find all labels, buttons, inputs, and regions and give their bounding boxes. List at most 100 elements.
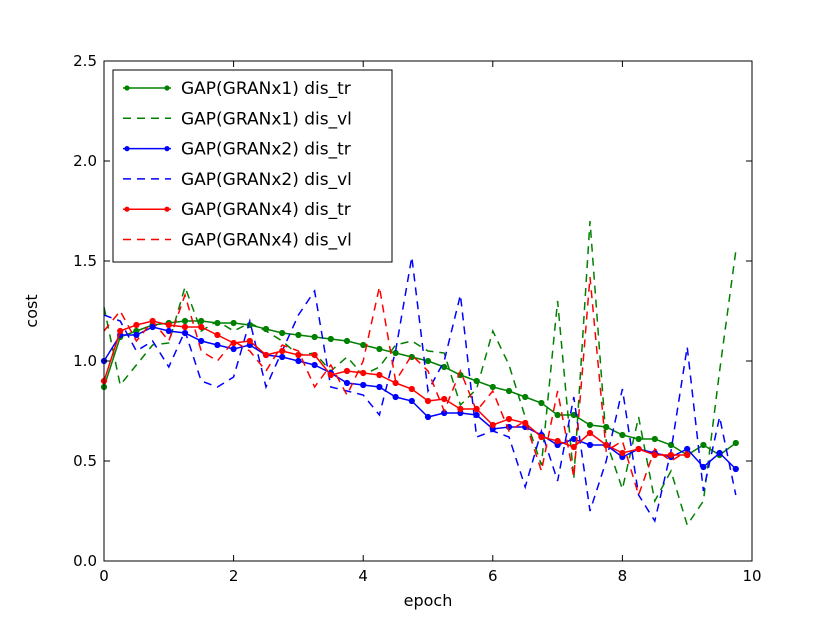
series-3-point xyxy=(149,323,156,331)
legend-marker xyxy=(164,206,170,212)
series-5-point xyxy=(635,445,642,453)
x-tick-label: 6 xyxy=(488,567,498,585)
series-layer xyxy=(100,220,739,527)
series-3-point xyxy=(165,327,172,335)
legend-marker xyxy=(124,146,130,152)
legend: GAP(GRANx1) dis_tr GAP(GRANx1) dis_vl GAP(… xyxy=(112,69,393,263)
legend-label-4: GAP(GRANx2) dis_vl xyxy=(181,170,352,190)
series-5-point xyxy=(667,451,675,459)
series-3-point xyxy=(376,383,383,391)
series-5-point xyxy=(117,327,124,335)
x-tick-label: 8 xyxy=(618,567,628,585)
series-1-point xyxy=(295,331,302,339)
series-1-point xyxy=(603,423,610,431)
series-1-point xyxy=(651,435,658,443)
series-3-point xyxy=(198,337,205,345)
series-line-6 xyxy=(103,276,688,498)
series-3-point xyxy=(392,393,399,401)
legend-marker xyxy=(124,85,130,91)
plot-frame xyxy=(103,60,753,562)
series-1-point xyxy=(181,317,189,325)
series-1-point xyxy=(700,441,707,449)
y-tick-label: 2.0 xyxy=(73,152,97,170)
series-1-point xyxy=(311,333,318,341)
series-5-point xyxy=(214,331,221,339)
y-tick-label: 2.5 xyxy=(73,52,97,70)
series-1-point xyxy=(392,349,399,357)
series-5-point xyxy=(684,451,691,459)
series-5-point xyxy=(489,421,496,429)
series-3-point xyxy=(732,465,739,473)
series-5-point xyxy=(505,415,513,423)
series-5-point xyxy=(424,397,432,405)
legend-label-2: GAP(GRANx1) dis_vl xyxy=(181,109,352,129)
series-5-point xyxy=(327,371,334,379)
series-5-point xyxy=(570,443,577,451)
series-1-point xyxy=(279,329,286,337)
series-5-point xyxy=(408,385,415,393)
series-1-point xyxy=(554,411,561,419)
series-3-point xyxy=(230,345,237,353)
series-1-point xyxy=(538,399,545,407)
legend-label-6: GAP(GRANx4) dis_vl xyxy=(181,231,352,251)
series-1-point xyxy=(635,435,642,443)
series-1-point xyxy=(505,387,513,395)
series-5-point xyxy=(181,323,189,331)
series-5-point xyxy=(538,433,545,441)
x-tick-label: 2 xyxy=(229,567,239,585)
series-3-point xyxy=(133,331,140,339)
series-5-point xyxy=(246,337,253,345)
series-3-point xyxy=(586,441,594,449)
series-line-3 xyxy=(103,326,737,470)
series-5-point xyxy=(295,351,302,359)
series-3-point xyxy=(311,361,318,369)
series-1-point xyxy=(376,345,383,353)
legend-box xyxy=(112,69,393,263)
series-5-point xyxy=(554,437,561,445)
series-line-1 xyxy=(103,320,737,456)
series-1-point xyxy=(327,335,334,343)
series-1-point xyxy=(360,341,367,349)
y-tick-label: 1.5 xyxy=(73,252,97,270)
series-5-point xyxy=(441,395,448,403)
series-5-point xyxy=(343,367,351,375)
series-3-point xyxy=(343,379,351,387)
series-5-point xyxy=(279,347,286,355)
series-1-point xyxy=(522,393,529,401)
series-3-point xyxy=(700,463,707,471)
series-5-point xyxy=(619,449,626,457)
series-5-point xyxy=(230,339,237,347)
x-tick-label: 4 xyxy=(358,567,368,585)
x-axis-label: epoch xyxy=(404,591,453,610)
y-axis-label: cost xyxy=(22,294,41,327)
legend-label-5: GAP(GRANx4) dis_tr xyxy=(181,200,351,220)
legend-label-3: GAP(GRANx2) dis_tr xyxy=(181,140,351,160)
series-5-point xyxy=(262,351,270,359)
series-1-point xyxy=(732,439,739,447)
series-1-point xyxy=(343,337,351,345)
y-tick-label: 0.0 xyxy=(73,552,97,570)
axes-layer: 0 2 4 6 8 10 0.0 0.5 1.0 1.5 2.0 2.5 xyxy=(73,52,761,585)
legend-marker xyxy=(164,146,170,152)
series-5-point xyxy=(586,429,594,437)
legend-marker xyxy=(124,206,130,212)
series-5-point xyxy=(457,405,464,413)
series-5-point xyxy=(133,321,140,329)
series-3-point xyxy=(214,341,221,349)
series-1-point xyxy=(619,431,626,439)
series-5-point xyxy=(165,321,172,329)
series-3-point xyxy=(360,381,367,389)
series-3-point xyxy=(408,397,415,405)
series-5-point xyxy=(376,371,383,379)
legend-label-1: GAP(GRANx1) dis_tr xyxy=(181,79,351,99)
series-3-point xyxy=(424,413,432,421)
x-tick-label: 0 xyxy=(99,567,109,585)
series-1-point xyxy=(489,383,496,391)
x-tick-label: 10 xyxy=(742,567,761,585)
series-1-point xyxy=(667,441,675,449)
legend-marker xyxy=(164,85,170,91)
series-3-point xyxy=(716,449,723,457)
series-3-point xyxy=(295,357,302,365)
series-3-point xyxy=(279,353,286,361)
